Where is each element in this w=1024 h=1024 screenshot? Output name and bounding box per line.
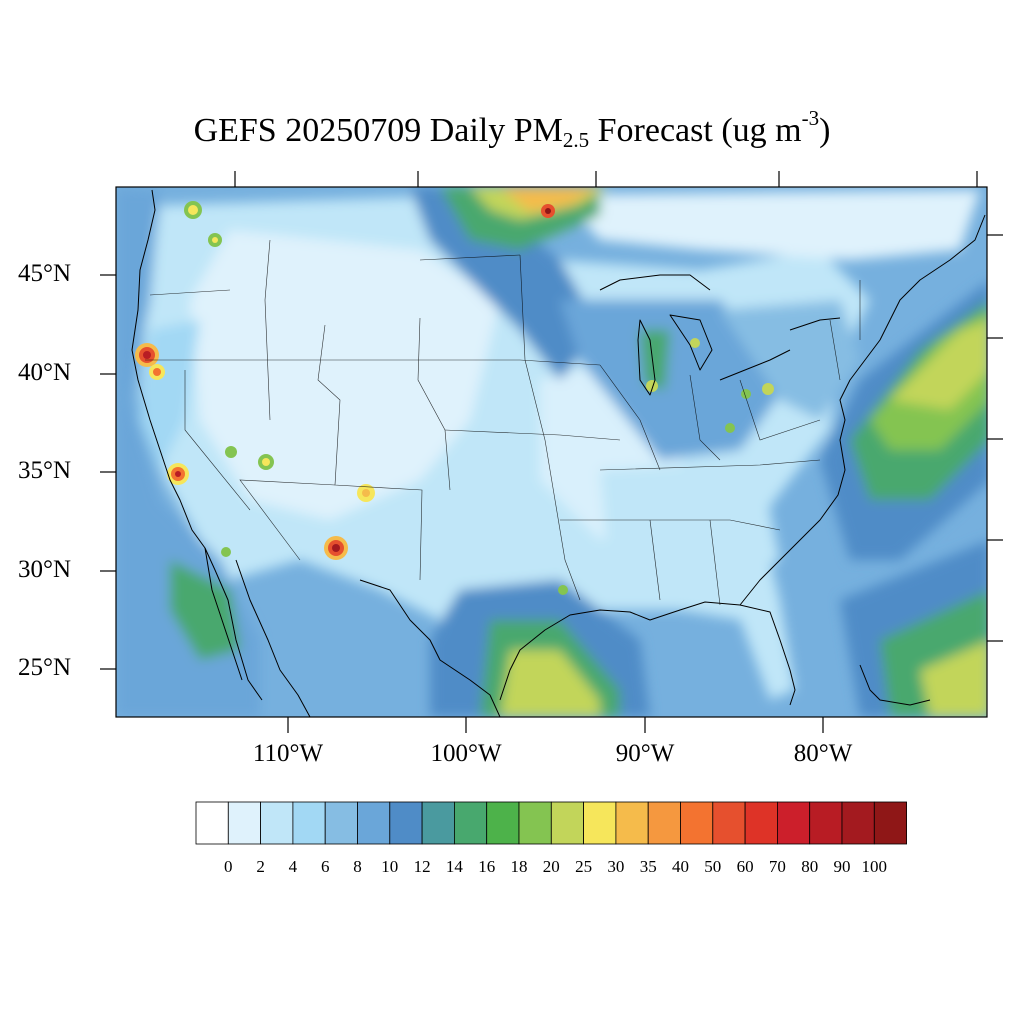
colorbar-tick-label: 0 xyxy=(224,857,233,876)
colorbar-swatch xyxy=(453,801,488,845)
colorbar-tick-label: 2 xyxy=(256,857,265,876)
colorbar-tick-label: 100 xyxy=(861,857,888,876)
colorbar-tick-label: 12 xyxy=(413,857,431,876)
colorbar-tick-label: 50 xyxy=(704,857,722,876)
colorbar-tick-label: 25 xyxy=(575,857,593,876)
colorbar-swatch xyxy=(841,801,875,845)
colorbar-labels: 0 2 4 6 8 10 12 14 16 18 20 25 30 35 40 50 60 70 80 90 100 xyxy=(0,857,1024,881)
colorbar-tick-label: 60 xyxy=(736,857,754,876)
colorbar-tick-label: 35 xyxy=(639,857,657,876)
colorbar xyxy=(195,801,907,845)
colorbar-swatch xyxy=(777,801,811,845)
colorbar-swatch xyxy=(583,801,617,845)
axis-ticks xyxy=(100,171,1003,733)
colorbar-tick-label: 70 xyxy=(768,857,786,876)
lon-label-110w: 110°W xyxy=(252,740,324,767)
colorbar-swatch xyxy=(712,801,746,845)
colorbar-swatch xyxy=(421,801,455,845)
coastlines-and-borders xyxy=(131,189,986,717)
colorbar-swatch xyxy=(195,801,229,845)
colorbar-tick-label: 8 xyxy=(353,857,362,876)
colorbar-swatch xyxy=(550,801,584,845)
lat-label-40n: 40°N xyxy=(18,359,72,386)
colorbar-swatch xyxy=(647,801,681,845)
colorbar-tick-label: 90 xyxy=(833,857,851,876)
lon-label-100w: 100°W xyxy=(430,740,502,767)
lat-label-35n: 35°N xyxy=(18,457,72,484)
colorbar-swatch xyxy=(357,801,391,845)
map-title: GEFS 20250709 Daily PM2.5 Forecast (ug m… xyxy=(193,106,831,152)
colorbar-swatch xyxy=(389,801,423,845)
lat-label-30n: 30°N xyxy=(18,556,72,583)
colorbar-swatch xyxy=(518,801,552,845)
lon-label-90w: 90°W xyxy=(615,740,675,767)
colorbar-swatch xyxy=(744,801,778,845)
colorbar-tick-label: 20 xyxy=(542,857,560,876)
colorbar-tick-label: 16 xyxy=(478,857,496,876)
colorbar-tick-label: 14 xyxy=(445,857,463,876)
colorbar-tick-label: 30 xyxy=(607,857,625,876)
fire-hotspots xyxy=(135,201,774,595)
colorbar-tick-label: 10 xyxy=(381,857,399,876)
lat-label-45n: 45°N xyxy=(18,260,72,287)
map-frame xyxy=(115,186,988,718)
colorbar-tick-label: 80 xyxy=(801,857,819,876)
lat-label-25n: 25°N xyxy=(18,654,72,681)
colorbar-swatch xyxy=(680,801,714,845)
colorbar-swatch xyxy=(615,801,649,845)
concentration-field xyxy=(116,187,987,717)
colorbar-swatch xyxy=(260,801,294,845)
colorbar-swatch xyxy=(324,801,358,845)
state-boundaries xyxy=(145,239,861,606)
colorbar-tick-label: 4 xyxy=(288,857,298,876)
lon-label-80w: 80°W xyxy=(793,740,853,767)
colorbar-swatch xyxy=(486,801,520,845)
colorbar-swatch xyxy=(227,801,262,845)
colorbar-tick-label: 18 xyxy=(510,857,528,876)
colorbar-tick-label: 6 xyxy=(320,857,330,876)
colorbar-swatch xyxy=(292,801,326,845)
colorbar-swatch xyxy=(873,801,907,845)
colorbar-tick-label: 40 xyxy=(672,857,689,876)
colorbar-swatch xyxy=(809,801,843,845)
